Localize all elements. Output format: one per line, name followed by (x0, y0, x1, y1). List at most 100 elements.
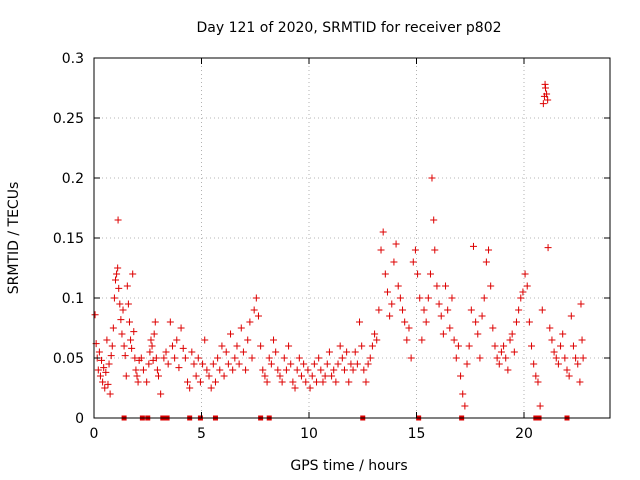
data-point (96, 372, 104, 380)
data-point (500, 342, 508, 350)
data-point (114, 216, 122, 224)
data-point (353, 360, 361, 368)
data-point (112, 276, 119, 284)
data-point (315, 354, 323, 362)
data-point (401, 318, 409, 326)
data-point (184, 378, 192, 386)
data-point (308, 372, 316, 380)
data-point (394, 282, 402, 290)
data-point (306, 384, 314, 392)
data-point (332, 378, 340, 386)
data-point (276, 372, 284, 380)
data-point (99, 378, 107, 386)
y-tick-label: 0.15 (53, 231, 84, 247)
data-point (495, 360, 503, 368)
data-point (574, 360, 582, 368)
data-point (362, 378, 370, 386)
data-point (544, 96, 552, 104)
data-point (102, 368, 110, 376)
data-point (497, 348, 505, 356)
data-point (452, 354, 460, 362)
data-point (334, 360, 342, 368)
data-point (137, 354, 145, 362)
x-tick-label: 10 (300, 426, 318, 442)
data-point (162, 348, 170, 356)
data-point (242, 366, 250, 374)
data-point (358, 342, 366, 350)
data-point (476, 354, 484, 362)
data-point (220, 372, 228, 380)
data-point (343, 348, 351, 356)
data-point (110, 294, 118, 302)
data-point (186, 384, 194, 392)
data-point (104, 380, 112, 388)
data-point (216, 366, 224, 374)
data-point (463, 360, 471, 368)
data-point (538, 306, 546, 314)
data-point (293, 366, 301, 374)
data-point (431, 246, 439, 254)
data-point (325, 348, 333, 356)
data-point (274, 366, 282, 374)
data-point (388, 300, 396, 308)
data-point (430, 216, 438, 224)
data-point (267, 360, 275, 368)
data-point (145, 360, 153, 368)
data-point (132, 366, 140, 374)
data-point (105, 360, 113, 368)
data-point (508, 330, 516, 338)
y-tick-label: 0.1 (62, 291, 84, 307)
data-point (375, 306, 383, 314)
data-point (459, 390, 467, 398)
data-point (175, 364, 183, 372)
data-point (115, 284, 123, 292)
data-point (237, 324, 245, 332)
data-point (205, 372, 213, 380)
data-point (368, 342, 376, 350)
data-point (214, 354, 222, 362)
data-point (300, 360, 308, 368)
data-point (153, 366, 161, 374)
data-point (396, 294, 404, 302)
data-point (579, 354, 587, 362)
data-point (426, 270, 434, 278)
data-point (152, 354, 160, 362)
data-point (139, 366, 147, 374)
data-point (252, 294, 260, 302)
data-point (546, 324, 554, 332)
data-point (448, 294, 456, 302)
data-point (480, 294, 488, 302)
data-point (338, 354, 346, 362)
data-point (411, 246, 419, 254)
data-point (278, 378, 286, 386)
data-point (422, 318, 430, 326)
data-point (565, 372, 573, 380)
data-point (188, 348, 196, 356)
data-point (572, 354, 580, 362)
data-point (523, 282, 531, 290)
x-tick-label: 5 (197, 426, 206, 442)
data-point (91, 311, 99, 319)
data-point (544, 244, 552, 252)
data-point (578, 336, 586, 344)
data-point (218, 342, 226, 350)
data-point (131, 354, 139, 362)
data-point (196, 378, 204, 386)
data-point (407, 354, 415, 362)
data-point (265, 354, 273, 362)
data-point (98, 356, 106, 364)
data-point (502, 354, 510, 362)
data-point (552, 354, 560, 362)
data-point (340, 366, 348, 374)
y-tick-label: 0.25 (53, 111, 84, 127)
data-point (211, 378, 219, 386)
y-axis-label: SRMTID / TECUs (6, 182, 22, 295)
data-point (469, 242, 477, 250)
data-point (532, 372, 540, 380)
data-point (207, 384, 215, 392)
data-point (577, 300, 585, 308)
data-point (439, 330, 447, 338)
data-point (113, 270, 121, 278)
data-point (465, 342, 473, 350)
y-tick-label: 0.05 (53, 351, 84, 367)
